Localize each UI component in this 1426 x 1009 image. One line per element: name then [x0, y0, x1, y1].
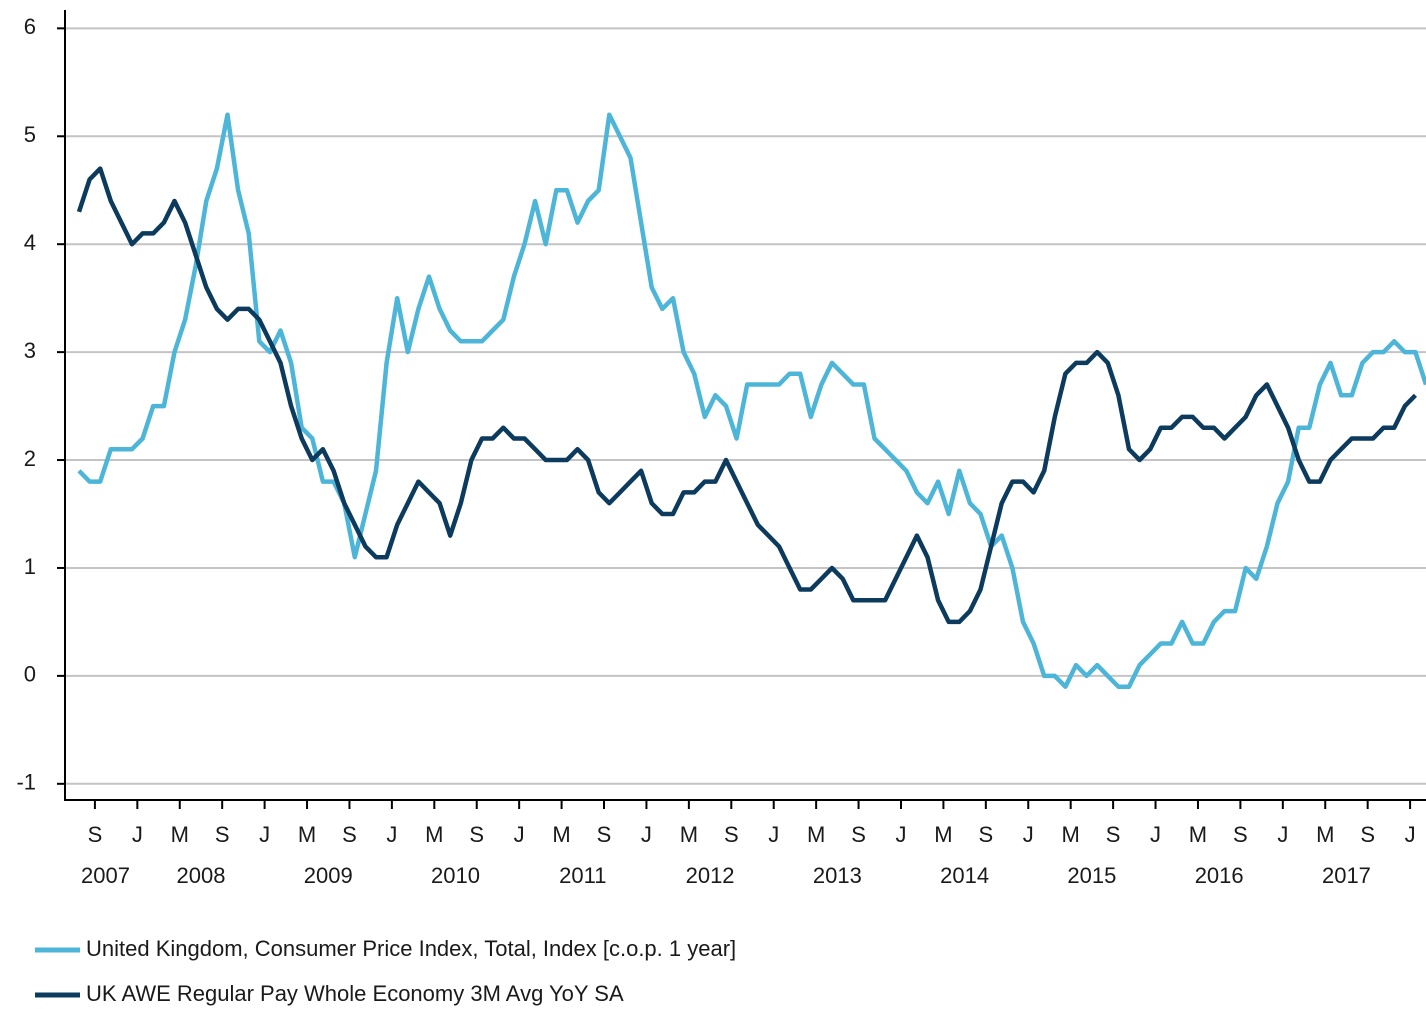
x-tick-label: J: [132, 822, 143, 847]
x-tick-label: J: [386, 822, 397, 847]
x-tick-label: J: [1150, 822, 1161, 847]
x-tick-label: S: [1106, 822, 1121, 847]
x-tick-label: J: [641, 822, 652, 847]
year-label: 2014: [940, 863, 989, 888]
x-tick-label: J: [768, 822, 779, 847]
x-tick-label: M: [807, 822, 825, 847]
x-tick-label: M: [298, 822, 316, 847]
x-tick-label: S: [88, 822, 103, 847]
x-tick-label: J: [1023, 822, 1034, 847]
x-tick-label: J: [1405, 822, 1416, 847]
year-label: 2008: [176, 863, 225, 888]
y-tick-label: 6: [24, 14, 36, 39]
legend-label: UK AWE Regular Pay Whole Economy 3M Avg …: [86, 981, 624, 1006]
x-tick-label: M: [171, 822, 189, 847]
x-tick-label: S: [978, 822, 993, 847]
series-line: [76, 166, 1418, 625]
x-tick-label: M: [425, 822, 443, 847]
legend-label: United Kingdom, Consumer Price Index, To…: [86, 936, 736, 961]
year-label: 2010: [431, 863, 480, 888]
y-tick-label: 1: [24, 554, 36, 579]
year-label: 2007: [81, 863, 130, 888]
year-label: 2015: [1067, 863, 1116, 888]
x-tick-label: S: [597, 822, 612, 847]
year-label: 2017: [1322, 863, 1371, 888]
x-tick-label: S: [724, 822, 739, 847]
year-label: 2013: [813, 863, 862, 888]
year-label: 2009: [304, 863, 353, 888]
x-tick-label: J: [895, 822, 906, 847]
x-tick-label: S: [342, 822, 357, 847]
x-tick-label: J: [259, 822, 270, 847]
x-tick-label: S: [1360, 822, 1375, 847]
x-tick-label: S: [469, 822, 484, 847]
y-tick-label: 5: [24, 122, 36, 147]
x-tick-label: M: [1062, 822, 1080, 847]
year-label: 2016: [1195, 863, 1244, 888]
x-tick-label: J: [1277, 822, 1288, 847]
series-line: [77, 112, 1426, 689]
x-tick-label: M: [680, 822, 698, 847]
x-tick-label: S: [1233, 822, 1248, 847]
x-tick-label: J: [514, 822, 525, 847]
y-tick-label: 2: [24, 446, 36, 471]
y-tick-label: 4: [24, 230, 36, 255]
x-tick-label: M: [552, 822, 570, 847]
x-tick-label: S: [851, 822, 866, 847]
year-label: 2011: [559, 863, 606, 888]
x-tick-label: S: [215, 822, 230, 847]
x-tick-label: M: [934, 822, 952, 847]
y-tick-label: 3: [24, 338, 36, 363]
year-label: 2012: [686, 863, 735, 888]
x-tick-label: M: [1316, 822, 1334, 847]
y-tick-label: -1: [16, 770, 36, 795]
x-tick-label: M: [1189, 822, 1207, 847]
y-tick-label: 0: [24, 662, 36, 687]
